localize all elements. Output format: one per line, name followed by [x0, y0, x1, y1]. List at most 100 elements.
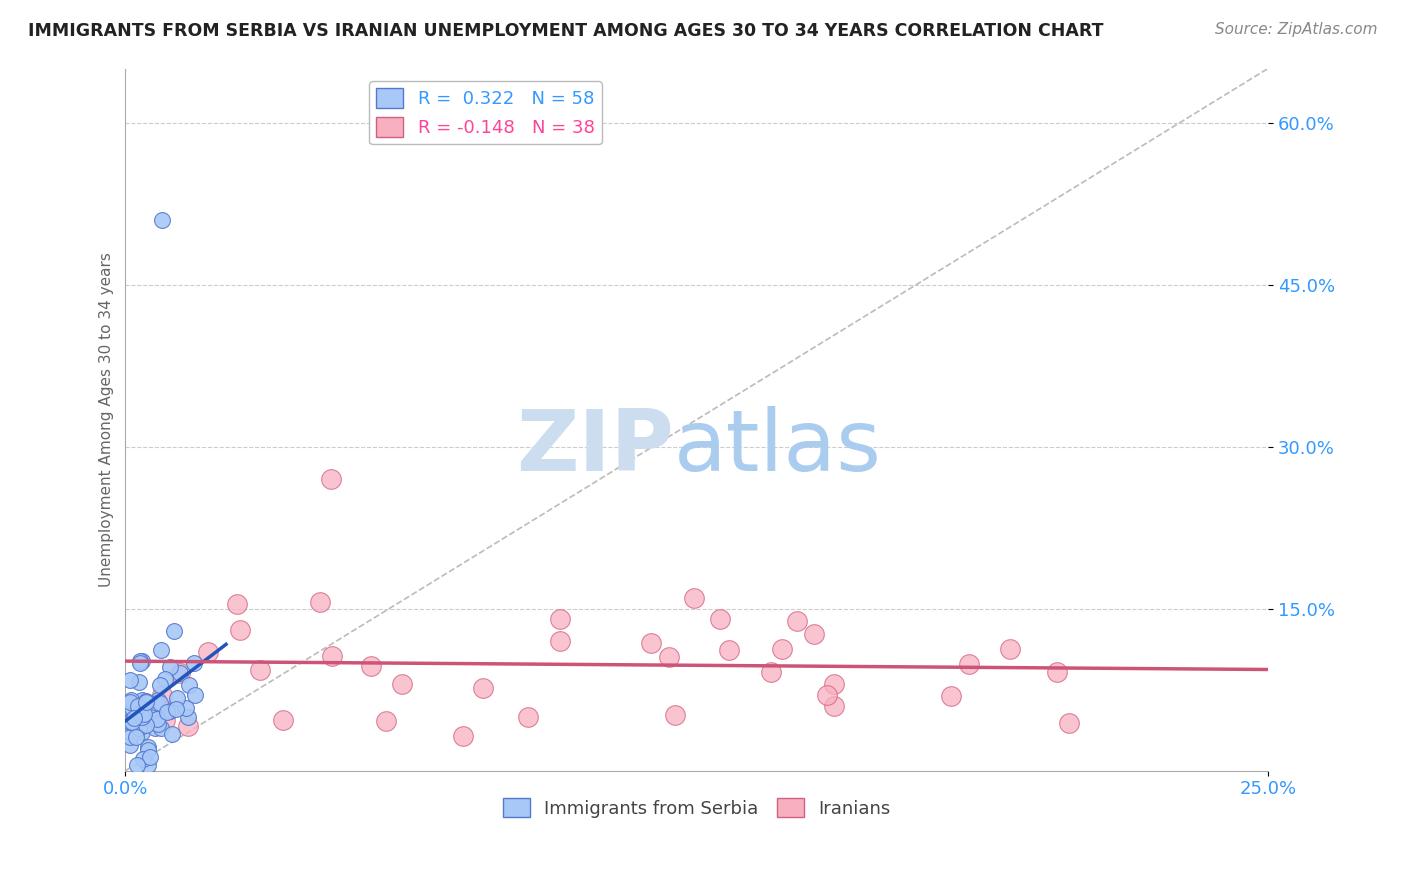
Point [308, 595, 330, 609]
Point [159, 704, 181, 718]
Point [146, 717, 169, 731]
Point [135, 693, 157, 707]
Legend: Immigrants from Serbia, Iranians: Immigrants from Serbia, Iranians [496, 790, 897, 825]
Point [682, 591, 704, 605]
Point [143, 711, 166, 725]
Point [177, 678, 200, 692]
Point [127, 758, 149, 772]
Point [709, 612, 731, 626]
Point [1046, 665, 1069, 680]
Point [163, 624, 186, 639]
Point [717, 643, 740, 657]
Point [786, 615, 808, 629]
Point [118, 738, 141, 752]
Point [177, 719, 200, 733]
Point [127, 698, 149, 713]
Point [135, 694, 157, 708]
Text: IMMIGRANTS FROM SERBIA VS IRANIAN UNEMPLOYMENT AMONG AGES 30 TO 34 YEARS CORRELA: IMMIGRANTS FROM SERBIA VS IRANIAN UNEMPL… [28, 22, 1104, 40]
Point [118, 731, 141, 745]
Point [131, 709, 153, 723]
Point [127, 706, 149, 720]
Point [155, 672, 177, 686]
Point [150, 688, 173, 702]
Point [120, 692, 142, 706]
Point [360, 659, 382, 673]
Text: ZIP: ZIP [516, 406, 673, 489]
Point [136, 740, 159, 755]
Point [165, 702, 187, 716]
Point [148, 692, 170, 706]
Point [1000, 641, 1022, 656]
Point [249, 663, 271, 677]
Point [121, 715, 143, 730]
Point [132, 752, 155, 766]
Point [131, 655, 153, 669]
Y-axis label: Unemployment Among Ages 30 to 34 years: Unemployment Among Ages 30 to 34 years [100, 252, 114, 587]
Point [159, 660, 181, 674]
Point [166, 691, 188, 706]
Point [156, 705, 179, 719]
Point [823, 677, 845, 691]
Point [118, 673, 141, 687]
Point [131, 692, 153, 706]
Point [139, 750, 162, 764]
Point [128, 674, 150, 689]
Point [136, 758, 159, 772]
Point [176, 701, 198, 715]
Point [226, 597, 249, 611]
Point [759, 665, 782, 679]
Point [548, 634, 571, 648]
Point [118, 714, 141, 729]
Point [150, 721, 173, 735]
Point [640, 635, 662, 649]
Point [146, 696, 169, 710]
Point [228, 624, 250, 638]
Point [131, 706, 153, 721]
Point [128, 722, 150, 736]
Point [118, 695, 141, 709]
Point [472, 681, 495, 695]
Point [184, 688, 207, 702]
Point [129, 654, 152, 668]
Point [122, 710, 145, 724]
Text: atlas: atlas [673, 406, 882, 489]
Point [129, 657, 152, 671]
Point [169, 666, 191, 681]
Point [150, 212, 173, 227]
Point [321, 648, 343, 663]
Point [121, 701, 143, 715]
Point [319, 472, 342, 486]
Point [176, 710, 198, 724]
Point [658, 650, 681, 665]
Point [941, 689, 963, 703]
Point [132, 706, 155, 721]
Point [273, 713, 295, 727]
Point [803, 627, 825, 641]
Point [146, 712, 169, 726]
Point [145, 721, 167, 735]
Point [1057, 715, 1080, 730]
Text: Source: ZipAtlas.com: Source: ZipAtlas.com [1215, 22, 1378, 37]
Point [548, 612, 571, 626]
Point [453, 729, 475, 743]
Point [149, 643, 172, 657]
Point [125, 731, 148, 745]
Point [160, 727, 183, 741]
Point [823, 698, 845, 713]
Point [374, 714, 396, 729]
Point [149, 696, 172, 710]
Point [169, 666, 191, 681]
Point [153, 713, 176, 727]
Point [815, 688, 838, 702]
Point [183, 656, 205, 670]
Point [142, 701, 165, 715]
Point [664, 708, 686, 723]
Point [197, 645, 219, 659]
Point [131, 725, 153, 739]
Point [149, 678, 172, 692]
Point [120, 714, 142, 728]
Point [135, 718, 157, 732]
Point [517, 710, 540, 724]
Point [391, 676, 413, 690]
Point [957, 657, 980, 671]
